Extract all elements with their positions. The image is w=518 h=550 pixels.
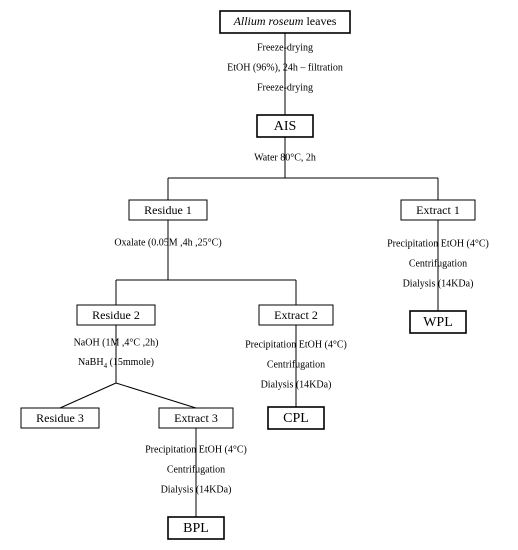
edge-label-etoh: EtOH (96%), 24h – filtration (227, 62, 343, 73)
edge-label-freeze2: Freeze-drying (257, 82, 313, 93)
edge-label-ext2-centrif: Centrifugation (267, 359, 325, 370)
edge-to-ext3 (116, 383, 196, 408)
node-start-label: Allium roseum leaves (233, 14, 337, 28)
node-bpl-label: BPL (183, 521, 209, 536)
node-res2-label: Residue 2 (92, 308, 140, 322)
edge-label-oxalate: Oxalate (0.05M ,4h ,25°C) (114, 237, 221, 248)
edge-label-naoh: NaOH (1M ,4°C ,2h) (74, 337, 159, 348)
node-wpl-label: WPL (423, 315, 453, 330)
edge-to-res3 (60, 383, 116, 408)
node-ext1-label: Extract 1 (416, 203, 460, 217)
node-res1-label: Residue 1 (144, 203, 192, 217)
edge-label-freeze1: Freeze-drying (257, 42, 313, 53)
node-ais-label: AIS (274, 119, 297, 134)
edge-label-nabh4: NaBH4 (15mmole) (78, 357, 154, 369)
node-ext3-label: Extract 3 (174, 411, 218, 425)
edge-label-water: Water 80°C, 2h (254, 152, 316, 163)
node-res3-label: Residue 3 (36, 411, 84, 425)
edge-label-ext3-precip: Precipitation EtOH (4°C) (145, 444, 247, 455)
edge-label-ext1-centrif: Centrifugation (409, 258, 467, 269)
edge-label-ext1-precip: Precipitation EtOH (4°C) (387, 238, 489, 249)
node-ext2-label: Extract 2 (274, 308, 318, 322)
edge-label-ext3-dial: Dialysis (14KDa) (161, 484, 232, 495)
edge-label-ext3-centrif: Centrifugation (167, 464, 225, 475)
edge-label-ext2-precip: Precipitation EtOH (4°C) (245, 339, 347, 350)
edge-label-ext1-dial: Dialysis (14KDa) (403, 278, 474, 289)
edge-label-ext2-dial: Dialysis (14KDa) (261, 379, 332, 390)
node-cpl-label: CPL (283, 411, 309, 426)
